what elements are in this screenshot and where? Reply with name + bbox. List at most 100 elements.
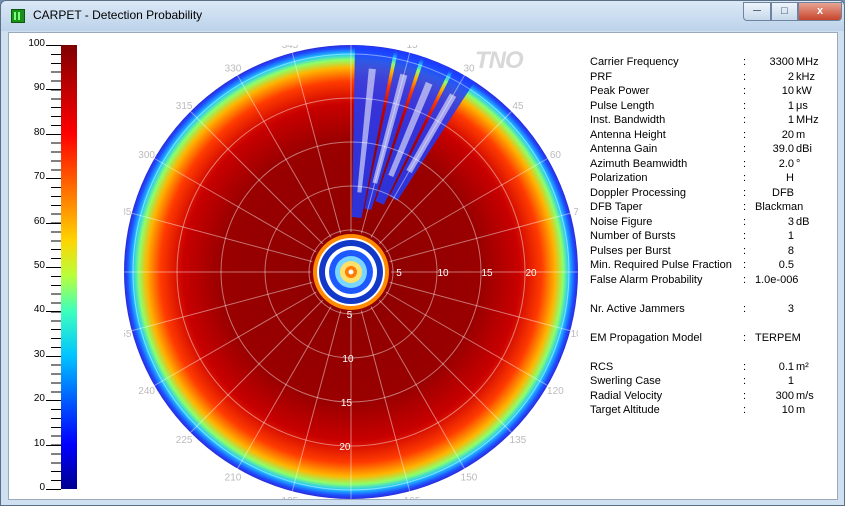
color-scale-tick-label: 0: [39, 482, 45, 493]
title-bar[interactable]: CARPET - Detection Probability ─ □ x: [1, 1, 844, 31]
parameter-label: Inst. Bandwidth: [590, 114, 666, 126]
color-scale-major-tick: [46, 133, 61, 135]
parameter-unit: m: [796, 404, 806, 416]
azimuth-label: 315: [176, 101, 193, 112]
parameter-label: Pulse Length: [590, 99, 655, 112]
azimuth-spoke: [237, 306, 332, 469]
color-scale-major-tick: [46, 89, 61, 91]
parameter-row: RCS: 0.1 m²: [590, 360, 830, 375]
azimuth-spoke: [360, 52, 411, 234]
maximize-button[interactable]: □: [771, 2, 798, 21]
parameter-row: Radial Velocity: 300 m/s: [590, 389, 830, 404]
color-scale-tick-label: 40: [33, 304, 45, 316]
parameter-value: 3300: [769, 56, 794, 68]
parameter-value: 2: [787, 70, 794, 83]
parameter-separator: :: [743, 99, 747, 112]
parameter-value: H: [786, 172, 794, 184]
parameter-label: PRF: [590, 70, 612, 83]
tno-watermark: TNO: [475, 47, 524, 74]
parameter-value: Blackman: [755, 201, 804, 213]
parameter-label: Number of Bursts: [590, 230, 676, 242]
color-scale-tick-label: 60: [33, 215, 45, 227]
parameter-row: PRF: 2 kHz: [590, 70, 830, 85]
parameter-unit: °: [796, 157, 801, 170]
parameter-label: Noise Figure: [590, 215, 653, 228]
parameter-unit: dBi: [796, 143, 812, 155]
color-scale-major-tick: [46, 178, 61, 180]
azimuth-spoke: [131, 281, 313, 332]
azimuth-spoke: [360, 310, 411, 492]
parameter-label: RCS: [590, 360, 614, 373]
range-label: 15: [341, 398, 353, 409]
parameter-row: Nr. Active Jammers: 3: [590, 302, 830, 317]
parameter-value: 10: [781, 404, 794, 416]
azimuth-spoke: [154, 158, 317, 253]
parameter-label: Polarization: [590, 172, 648, 184]
close-button[interactable]: x: [798, 2, 842, 21]
color-scale-major-tick: [46, 267, 61, 268]
parameter-row: Polarization: H: [590, 171, 830, 186]
parameter-separator: :: [743, 389, 747, 402]
parameter-unit: kHz: [796, 70, 815, 83]
range-ring: [308, 229, 394, 315]
azimuth-spoke: [237, 75, 332, 238]
parameter-row: Pulses per Burst: 8: [590, 244, 830, 259]
minimize-button[interactable]: ─: [743, 2, 771, 21]
parameter-row: EM Propagation Model: TERPEM: [590, 331, 830, 346]
azimuth-label: 255: [124, 329, 132, 340]
color-scale-tick-label: 50: [33, 260, 45, 271]
parameter-value: 20: [781, 128, 794, 141]
range-labels: 5 10 15 20 5 10 15 20: [339, 268, 537, 453]
parameter-spacer: [590, 345, 830, 360]
azimuth-label: 150: [461, 472, 478, 483]
azimuth-spoke: [370, 306, 465, 469]
parameter-value: 1: [787, 375, 794, 387]
parameter-value: 10: [781, 85, 794, 97]
parameter-row: Antenna Height: 20 m: [590, 128, 830, 143]
range-label: 20: [525, 268, 537, 279]
parameter-row: Doppler Processing: DFB: [590, 186, 830, 201]
parameter-value: 1.0e-006: [755, 273, 799, 286]
azimuth-spoke: [190, 111, 324, 245]
azimuth-spoke: [131, 212, 313, 263]
parameter-unit: MHz: [796, 114, 819, 126]
range-label: 5: [396, 268, 402, 279]
parameter-label: Peak Power: [590, 85, 650, 97]
azimuth-spoke: [190, 299, 324, 433]
range-label: 20: [339, 442, 351, 453]
app-icon[interactable]: [11, 9, 25, 23]
polar-grid: [124, 45, 578, 499]
azimuth-spoke: [378, 111, 512, 245]
color-scale-major-tick: [46, 400, 61, 402]
parameter-separator: :: [743, 360, 747, 373]
parameter-separator: :: [743, 201, 747, 213]
azimuth-label: 285: [124, 207, 132, 218]
color-scale-tick-label: 10: [33, 437, 45, 449]
parameter-row: Inst. Bandwidth: 1 MHz: [590, 113, 830, 128]
range-label: 10: [342, 354, 354, 365]
parameter-unit: m²: [796, 360, 809, 373]
parameter-unit: MHz: [796, 56, 819, 68]
azimuth-label: 330: [225, 64, 242, 75]
color-scale-major-tick: [46, 222, 61, 224]
jammer-shadow-gap: [406, 93, 457, 174]
azimuth-label: 30: [463, 64, 475, 75]
azimuth-spoke: [378, 299, 512, 433]
azimuth-label: 300: [138, 150, 155, 161]
parameter-row: Carrier Frequency: 3300 MHz: [590, 55, 830, 70]
azimuth-label: 60: [550, 150, 562, 161]
parameter-row: Target Altitude: 10 m: [590, 403, 830, 418]
range-label: 15: [481, 268, 493, 279]
parameter-row: Min. Required Pulse Fraction: 0.5: [590, 258, 830, 273]
parameter-label: Azimuth Beamwidth: [590, 157, 688, 170]
parameter-unit: dB: [796, 215, 810, 228]
parameter-unit: kW: [796, 85, 812, 97]
azimuth-label: 45: [512, 101, 524, 112]
range-ring: [176, 97, 526, 447]
parameter-separator: :: [743, 143, 747, 155]
parameter-value: 0.5: [778, 259, 794, 271]
parameter-label: Doppler Processing: [590, 186, 686, 199]
radar-parameters-panel: Carrier Frequency:3300 MHz PRF:2 kHz Peak Po…: [590, 55, 830, 418]
color-scale-bar: [61, 45, 77, 489]
parameter-row: Antenna Gain: 39.0 dBi: [590, 142, 830, 157]
